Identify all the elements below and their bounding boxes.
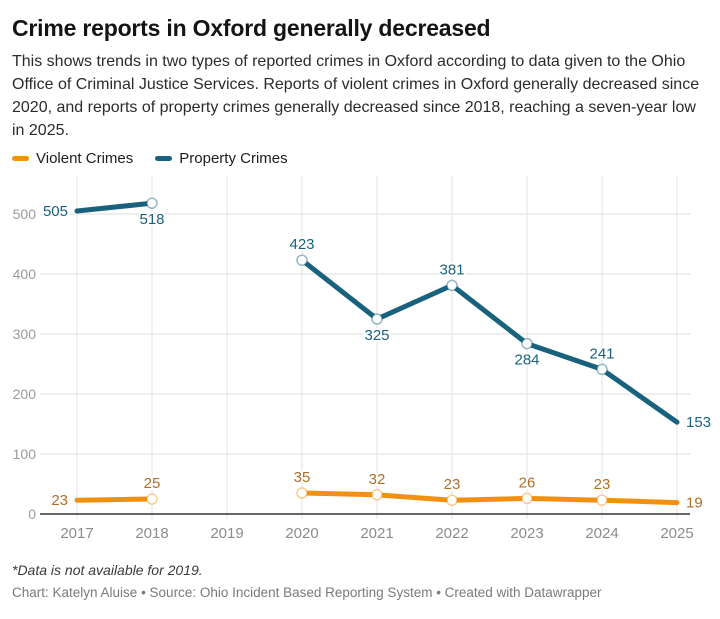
series-line-property-crimes[interactable] (74, 200, 155, 214)
x-tick-label: 2022 (435, 525, 468, 542)
data-label-violent-crimes: 32 (369, 471, 386, 488)
legend-swatch-property-crimes (155, 155, 173, 161)
byline: Chart: Katelyn Aluise • Source: Ohio Inc… (12, 585, 602, 600)
x-tick-label: 2017 (60, 525, 93, 542)
page-title: Crime reports in Oxford generally decrea… (12, 15, 491, 41)
y-tick-label: 0 (28, 506, 36, 522)
data-label-property-crimes: 505 (43, 203, 68, 220)
y-tick-label: 300 (13, 326, 37, 342)
legend: Violent Crimes Property Crimes (0, 149, 720, 167)
x-tick-label: 2023 (510, 525, 543, 542)
data-point-marker-property-crimes[interactable] (296, 254, 308, 266)
data-label-property-crimes: 241 (589, 345, 614, 362)
legend-item-property-crimes: Property Crimes (155, 149, 288, 167)
x-tick-label: 2019 (210, 525, 243, 542)
data-point-marker-property-crimes[interactable] (146, 197, 158, 209)
data-point-marker-property-crimes[interactable] (521, 337, 533, 350)
data-label-violent-crimes: 23 (444, 476, 461, 493)
data-label-property-crimes: 518 (139, 211, 164, 228)
data-label-property-crimes: 325 (364, 327, 389, 344)
data-label-property-crimes: 423 (289, 236, 314, 253)
data-point-marker-property-crimes[interactable] (596, 363, 608, 376)
y-tick-label: 100 (13, 446, 37, 462)
data-point-marker-violent-crimes[interactable] (296, 487, 308, 499)
data-label-violent-crimes: 23 (594, 476, 611, 493)
series-line-violent-crimes[interactable] (299, 490, 680, 506)
line-chart: 0 100 200 300 400 500 2017 2018 2019 2020 2021 2022… (13, 176, 713, 542)
data-point-marker-property-crimes[interactable] (446, 279, 458, 292)
y-tick-label: 400 (13, 266, 37, 282)
data-point-marker-violent-crimes[interactable] (146, 493, 158, 505)
data-label-violent-crimes: 26 (519, 474, 536, 491)
data-point-marker-violent-crimes[interactable] (371, 489, 383, 501)
data-label-property-crimes: 284 (514, 352, 539, 369)
series-line-property-crimes[interactable] (299, 257, 680, 425)
data-label-property-crimes: 153 (686, 414, 711, 431)
x-tick-label: 2025 (660, 525, 693, 542)
data-label-violent-crimes: 19 (686, 495, 703, 512)
x-tick-label: 2020 (285, 525, 318, 542)
x-tick-label: 2021 (360, 525, 393, 542)
series-line-violent-crimes[interactable] (74, 496, 155, 503)
data-point-marker-property-crimes[interactable] (371, 313, 383, 325)
data-point-marker-violent-crimes[interactable] (521, 492, 533, 505)
chart-description: This shows trends in two types of report… (12, 53, 700, 139)
data-label-violent-crimes: 25 (144, 475, 161, 492)
data-point-marker-violent-crimes[interactable] (596, 494, 608, 506)
y-tick-label: 200 (13, 386, 37, 402)
data-label-property-crimes: 381 (439, 261, 464, 278)
footnote: *Data is not available for 2019. (12, 562, 203, 578)
y-tick-label: 500 (13, 206, 37, 222)
legend-swatch-violent-crimes (12, 155, 29, 161)
legend-label-violent-crimes: Violent Crimes (36, 149, 134, 167)
legend-label-property-crimes: Property Crimes (179, 149, 288, 167)
data-label-violent-crimes: 35 (294, 469, 311, 486)
x-tick-label: 2018 (135, 525, 168, 542)
x-tick-label: 2024 (585, 525, 618, 542)
legend-item-violent-crimes: Violent Crimes (12, 150, 133, 167)
data-label-violent-crimes: 23 (51, 492, 68, 509)
data-point-marker-violent-crimes[interactable] (446, 494, 458, 506)
